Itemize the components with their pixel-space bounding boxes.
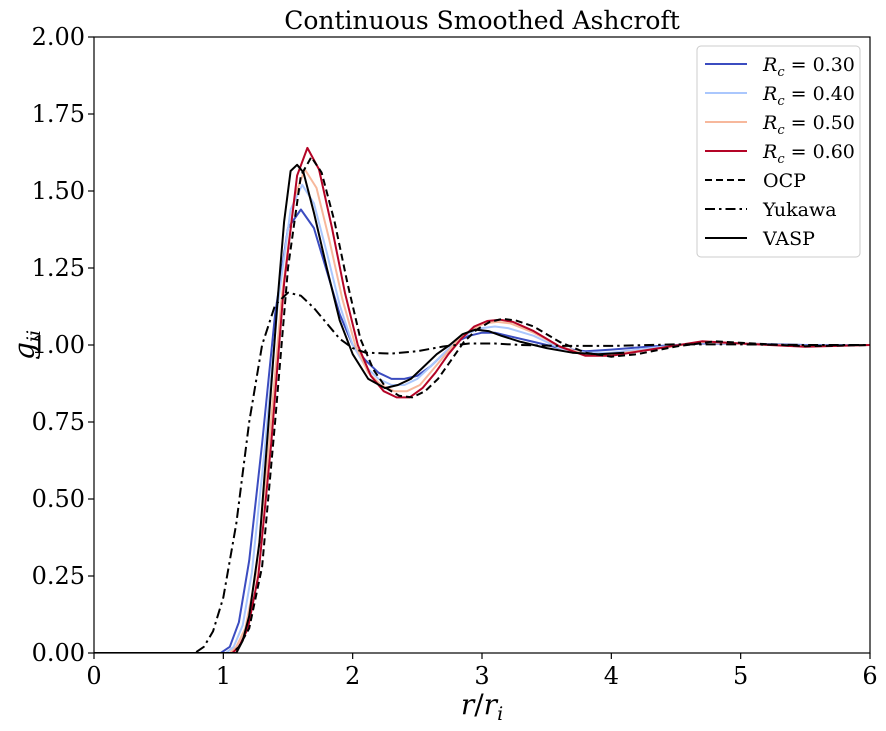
y-tick-label: 1.25 [32,254,85,282]
series-line [94,291,870,653]
series-layer [94,146,870,653]
y-tick-label: 1.75 [32,100,85,128]
y-tick-label: 2.00 [32,23,85,51]
chart-title: Continuous Smoothed Ashcroft [284,6,680,35]
x-axis-label: r/ri [461,688,503,725]
x-tick-label: 0 [86,662,101,690]
series-line [94,208,870,653]
legend-entry-label: Rc = 0.60 [762,141,855,167]
legend-entry-label: Rc = 0.50 [762,112,855,138]
legend-entry-label: Yukawa [762,199,837,221]
x-tick-label: 1 [216,662,231,690]
x-tick-label: 6 [862,662,877,690]
legend-box [696,45,861,258]
y-tick-label: 0.00 [32,639,85,667]
y-tick-label: 1.00 [32,331,85,359]
y-axis-label: gii [8,330,45,360]
x-tick-label: 3 [474,662,489,690]
legend-entry-label: Rc = 0.40 [762,83,855,109]
legend-entry-label: Rc = 0.30 [762,54,855,80]
x-tick-label: 4 [604,662,619,690]
y-tick-label: 0.25 [32,562,85,590]
series-line [94,163,625,653]
x-tick-label: 2 [345,662,360,690]
y-tick-label: 1.50 [32,177,85,205]
y-tick-label: 0.75 [32,408,85,436]
series-line [94,156,870,653]
x-axis: 0 1 2 3 4 5 6 [86,653,878,690]
y-tick-label: 0.50 [32,485,85,513]
legend-entry-label: OCP [763,170,806,192]
legend-entry-label: VASP [762,228,815,250]
x-tick-label: 5 [733,662,748,690]
legend: Rc = 0.30 Rc = 0.40 Rc = 0.50 Rc = 0.60 OCP Y… [696,45,861,258]
series-line [94,146,870,653]
y-axis: 0.00 0.25 0.50 0.75 1.00 1.25 1.50 1.75 2.00 [32,23,94,667]
